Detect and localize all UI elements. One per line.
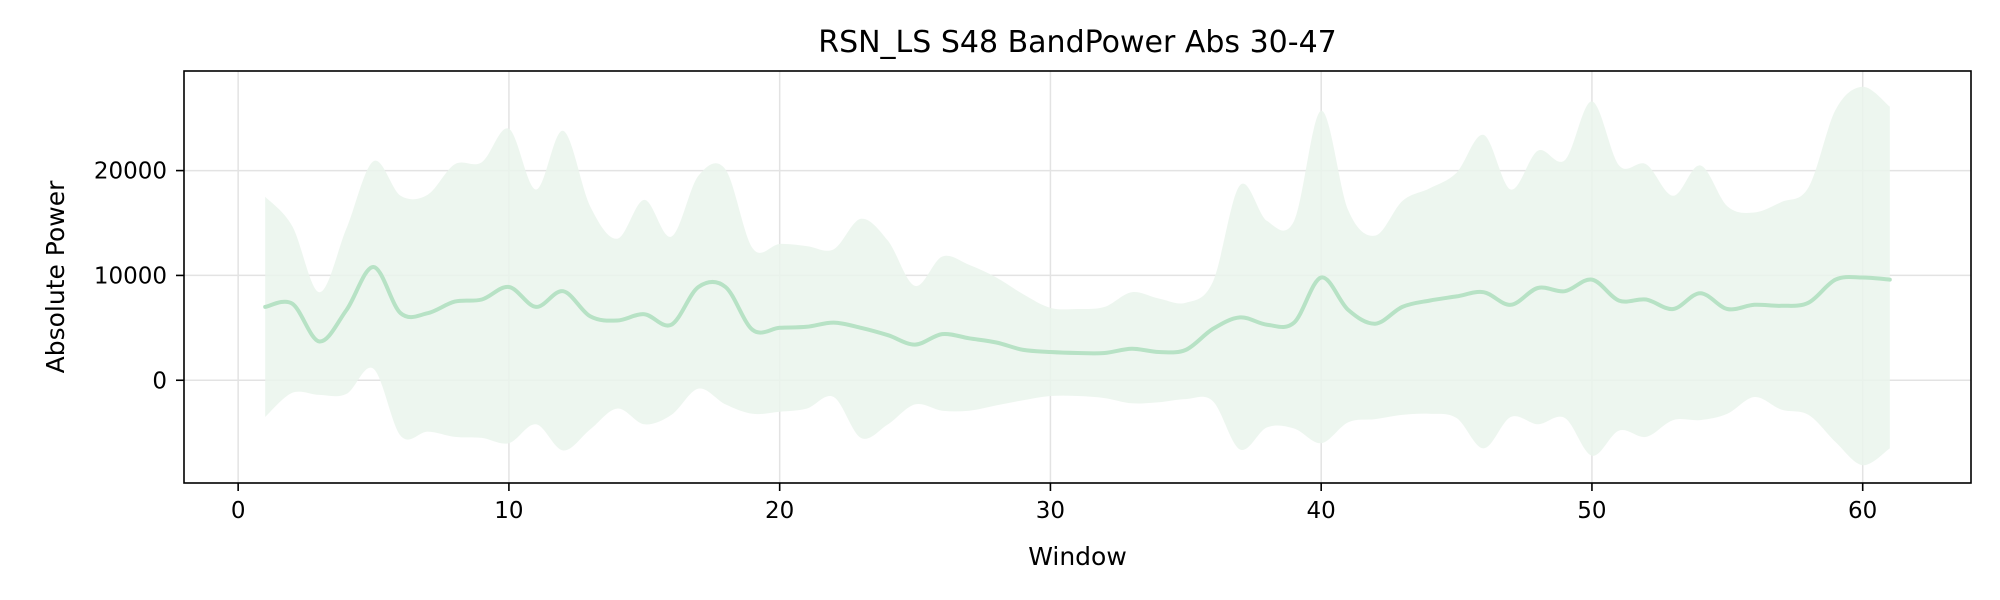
series-line [263, 265, 1892, 356]
confidence-band [265, 86, 1890, 466]
y-tick-label: 20000 [94, 159, 167, 185]
y-tick-label: 0 [152, 368, 167, 394]
x-tick-label: 30 [1036, 498, 1065, 524]
y-tick-label: 10000 [94, 263, 167, 289]
chart-title: RSN_LS S48 BandPower Abs 30-47 [818, 25, 1337, 60]
x-tick-label: 50 [1577, 498, 1606, 524]
y-axis-label: Absolute Power [41, 180, 70, 374]
plot-frame [183, 70, 1972, 484]
x-tick-label: 10 [494, 498, 523, 524]
axis-ticks: 0 10 20 30 40 50 60 0 10000 20000 [94, 159, 1878, 524]
x-tick-label: 40 [1307, 498, 1336, 524]
x-tick-label: 20 [765, 498, 794, 524]
x-tick-label: 60 [1848, 498, 1877, 524]
x-axis-label: Window [1028, 542, 1127, 571]
x-tick-label: 0 [231, 498, 246, 524]
